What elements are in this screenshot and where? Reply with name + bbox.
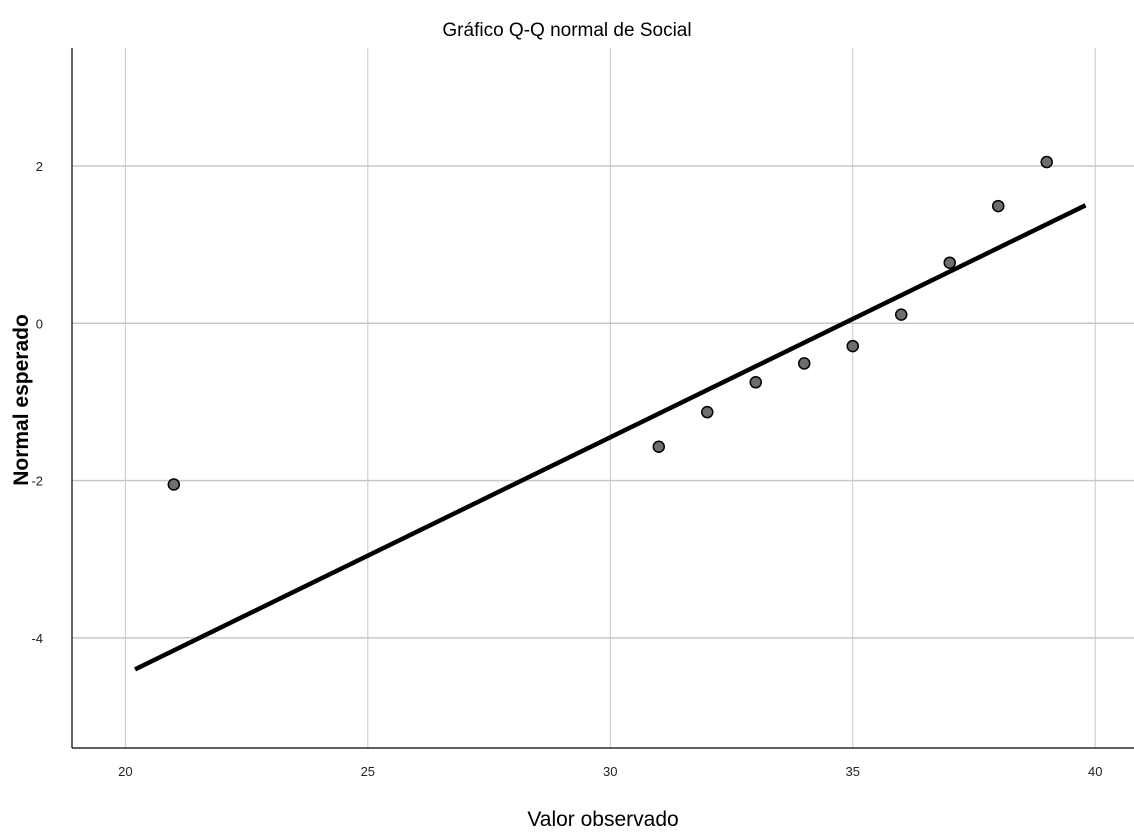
chart-title: Gráfico Q-Q normal de Social xyxy=(442,20,691,41)
grid-lines xyxy=(72,48,1134,748)
x-tick-label: 20 xyxy=(118,764,132,779)
x-tick-label: 40 xyxy=(1088,764,1102,779)
data-point xyxy=(846,339,859,353)
data-point xyxy=(652,440,666,454)
y-tick-label: 2 xyxy=(36,159,43,174)
reference-line xyxy=(134,203,1087,672)
data-point xyxy=(894,308,908,321)
data-point xyxy=(701,405,714,419)
x-tick-label: 30 xyxy=(603,764,617,779)
data-point xyxy=(749,376,763,389)
y-tick-label: -4 xyxy=(31,631,43,646)
data-point xyxy=(943,256,956,269)
data-point xyxy=(991,199,1005,213)
data-point xyxy=(167,478,181,491)
x-tick-labels: 20 25 30 35 40 xyxy=(118,764,1102,779)
axes xyxy=(71,48,1134,749)
y-tick-label: 0 xyxy=(36,316,43,331)
x-tick-label: 25 xyxy=(361,764,375,779)
x-tick-label: 35 xyxy=(846,764,860,779)
data-point xyxy=(1040,155,1053,169)
y-axis-label: Normal esperado xyxy=(10,314,33,486)
y-tick-label: -2 xyxy=(31,474,43,489)
reference-line-group xyxy=(134,203,1087,672)
data-points xyxy=(167,155,1053,491)
y-tick-labels: -4 -2 0 2 xyxy=(31,159,43,646)
data-point xyxy=(797,357,811,370)
x-axis-label: Valor observado xyxy=(527,808,678,831)
